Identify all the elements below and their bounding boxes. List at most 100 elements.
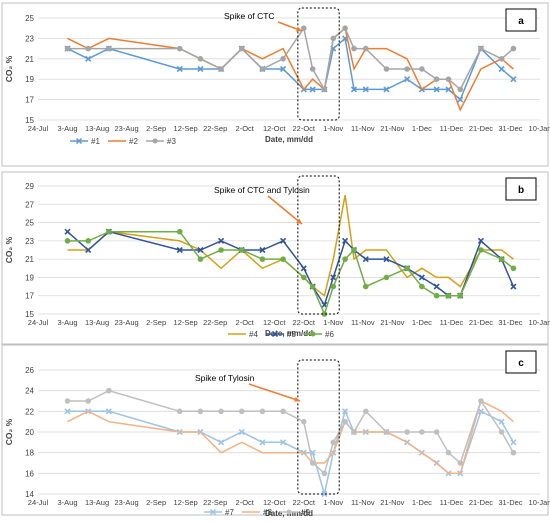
data-point [433, 86, 440, 93]
y-tick-label: 14 [25, 490, 34, 499]
x-tick-label: 11-Nov [351, 318, 375, 327]
legend-label: #4 [249, 330, 258, 339]
y-tick-label: 17 [25, 292, 34, 301]
x-tick-label: 13-Aug [85, 318, 109, 327]
legend-marker [152, 138, 158, 144]
panel-border [1, 171, 549, 345]
data-point [218, 247, 224, 253]
data-point [280, 408, 286, 415]
data-point [321, 470, 328, 477]
data-point [457, 86, 464, 93]
data-point [498, 429, 505, 435]
y-tick-label: 19 [25, 75, 34, 84]
x-tick-label: 22-Oct [293, 124, 316, 133]
data-point [105, 408, 112, 415]
x-tick-label: 2-Sep [146, 318, 166, 327]
data-point [280, 439, 287, 446]
spike-box [297, 359, 340, 495]
data-point [498, 256, 505, 262]
x-tick-label: 2-Oct [236, 124, 255, 133]
data-point [309, 460, 316, 466]
series-line-#8 [67, 399, 514, 475]
data-point [280, 237, 287, 244]
y-tick-label: 25 [25, 14, 34, 23]
legend-label: #1 [91, 137, 100, 146]
legend-marker [310, 331, 316, 337]
x-tick-label: 23-Aug [114, 498, 138, 507]
x-tick-label: 11-Dec [440, 498, 464, 507]
data-point [238, 428, 245, 436]
data-point [176, 246, 183, 254]
data-point [176, 45, 183, 52]
x-tick-label: 3-Aug [58, 318, 78, 327]
data-point [321, 311, 328, 317]
chart-panel-b: 15 17 19 21 23 25 27 29 24-Jul 3-Aug 13-Aug 23-Aug 2… [1, 171, 550, 345]
chart-panel-a: 15 17 19 21 23 25 24-Jul 3-Aug 13-Aug 23-Aug 2-Sep… [1, 2, 550, 167]
data-point [477, 237, 485, 244]
data-point [383, 66, 390, 72]
x-tick-label: 31-Dec [498, 498, 522, 507]
y-axis-label: CO₂ % [4, 55, 14, 82]
data-point [342, 408, 349, 415]
y-tick-label: 23 [25, 237, 34, 246]
y-tick-label: 18 [25, 449, 34, 458]
data-point [64, 398, 71, 404]
data-point [321, 490, 328, 498]
y-tick-label: 27 [25, 200, 34, 209]
data-point [498, 65, 505, 73]
panel-border [1, 2, 549, 167]
x-tick-label: 22-Oct [293, 318, 316, 327]
data-point [330, 35, 337, 42]
data-point [280, 65, 287, 73]
x-tick-label: 3-Aug [58, 498, 78, 507]
panel-border [1, 344, 549, 516]
data-point [85, 238, 91, 244]
x-tick-label: 22-Sep [203, 498, 227, 507]
y-tick-label: 22 [25, 407, 34, 416]
data-point [404, 429, 410, 435]
y-axis-label: CO₂ % [4, 236, 14, 263]
x-tick-label: 12-Sep [174, 498, 198, 507]
data-point [218, 66, 224, 72]
x-tick-label: 31-Dec [498, 318, 522, 327]
x-tick-label: 23-Aug [114, 124, 138, 133]
legend-label: #2 [129, 137, 138, 146]
panel-label: c [518, 358, 524, 369]
data-point [498, 418, 505, 425]
x-tick-label: 22-Sep [203, 124, 227, 133]
data-point [457, 292, 464, 299]
x-tick-label: 11-Dec [440, 124, 464, 133]
panel-label: b [518, 185, 524, 196]
y-tick-label: 19 [25, 273, 34, 282]
data-point [404, 76, 411, 83]
x-tick-label: 24-Jul [28, 498, 49, 507]
y-tick-label: 15 [25, 116, 34, 125]
legend-label: #5 [287, 330, 296, 339]
data-point [445, 449, 452, 456]
data-point [510, 439, 517, 446]
data-point [433, 283, 440, 290]
y-tick-label: 17 [25, 96, 34, 105]
data-point [404, 265, 410, 272]
data-point [64, 45, 71, 52]
annotation-arrow [267, 195, 303, 225]
legend-label: #7 [225, 508, 234, 517]
data-point [330, 283, 337, 290]
x-tick-label: 1-Dec [412, 318, 432, 327]
data-point [362, 256, 369, 263]
data-point [383, 256, 390, 263]
x-tick-label: 2-Oct [236, 318, 255, 327]
x-tick-label: 2-Oct [236, 498, 255, 507]
annotation-arrowhead [294, 396, 300, 402]
chart-panel-c: 14 16 18 20 22 24 26 24-Jul 3-Aug 13-Aug 23-Aug 2-S… [1, 344, 550, 518]
data-point [362, 283, 369, 290]
data-point [351, 45, 357, 52]
data-point [510, 76, 517, 83]
x-tick-label: 21-Dec [469, 498, 493, 507]
x-tick-label: 10-Jan [529, 318, 550, 327]
data-point [433, 76, 440, 82]
x-tick-label: 21-Nov [380, 498, 404, 507]
data-point [197, 256, 204, 262]
